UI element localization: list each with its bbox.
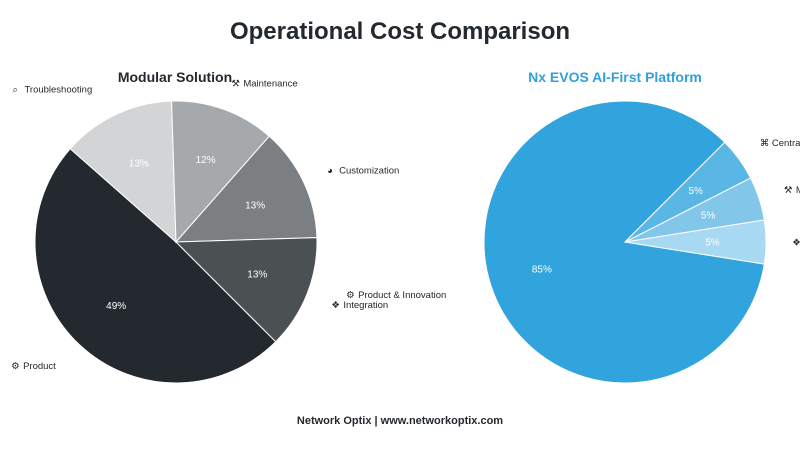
pie-slice-integration xyxy=(174,237,318,343)
slice-value-label: 13% xyxy=(129,158,149,169)
slice-value-label: 5% xyxy=(705,238,720,249)
chart-title-modular: Modular Solution xyxy=(118,69,232,85)
pie-slice-maintenance xyxy=(171,100,270,244)
slice-value-label: 13% xyxy=(245,200,265,211)
slice-value-label: 13% xyxy=(247,270,267,281)
pie-slice-product xyxy=(34,148,277,384)
pie-slice-centralized-updates xyxy=(624,141,752,243)
puzzle-icon: ❖ xyxy=(331,300,340,311)
slice-category-label: Product xyxy=(23,361,56,372)
pie-slice-troubleshooting xyxy=(69,100,177,244)
pie-slice-product-innovation xyxy=(483,100,765,384)
wrench-icon: ⚒ xyxy=(231,78,240,89)
slice-value-label: 5% xyxy=(701,210,716,221)
slice-value-label: 49% xyxy=(106,301,126,312)
page-title: Operational Cost Comparison xyxy=(229,18,571,45)
search-icon: ⌕ xyxy=(12,84,17,95)
slice-value-label: 5% xyxy=(688,186,703,197)
sync-icon: ⌘ xyxy=(760,138,770,149)
chart-title-nx-evos: Nx EVOS AI-First Platform xyxy=(528,69,702,85)
slice-category-label: Customization xyxy=(339,165,399,176)
slice-category-label: Troubleshooting xyxy=(24,84,92,95)
palette-icon: ◕ xyxy=(327,165,333,176)
slice-category-label: Minimal Maintenance xyxy=(796,185,800,196)
slice-value-label: 85% xyxy=(532,265,552,276)
slice-category-label: Integration xyxy=(343,300,388,311)
wrench-icon: ⚒ xyxy=(784,185,793,196)
slice-category-label: Product & Innovation xyxy=(358,290,446,301)
pie-slice-customization xyxy=(174,135,318,243)
gear-icon: ⚙ xyxy=(346,290,355,301)
slice-category-label: Centralized Updates xyxy=(772,138,800,149)
gear-icon: ⚙ xyxy=(11,361,20,372)
slice-value-label: 12% xyxy=(196,155,216,166)
footer-credit: Network Optix | www.networkoptix.com xyxy=(296,415,504,427)
slice-category-label: Maintenance xyxy=(243,78,297,89)
puzzle-icon: ❖ xyxy=(792,238,800,249)
